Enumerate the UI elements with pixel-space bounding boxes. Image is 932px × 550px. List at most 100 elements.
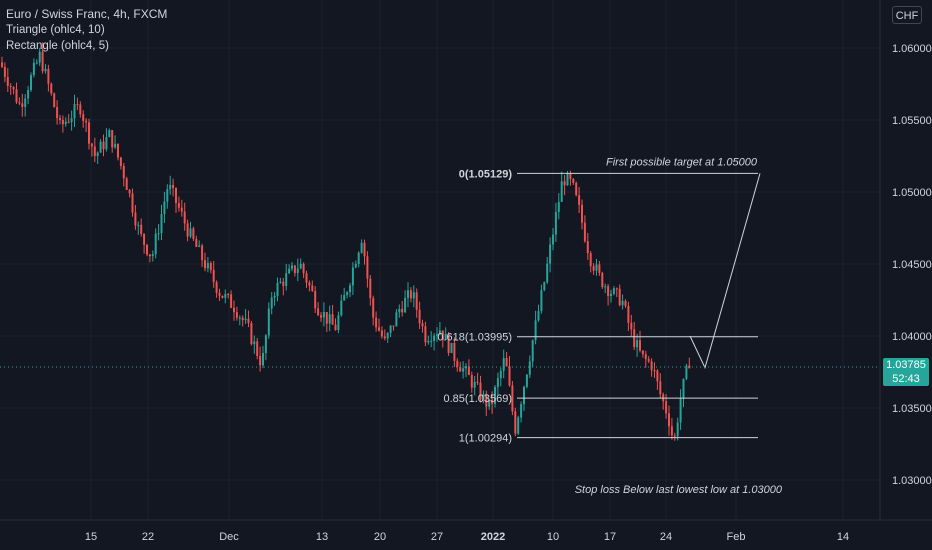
- candle-body: [50, 83, 53, 94]
- candle-body: [322, 311, 325, 318]
- candle-body: [233, 307, 235, 313]
- candle-body: [131, 193, 134, 213]
- candle-body: [195, 238, 198, 247]
- currency-badge[interactable]: CHF: [892, 6, 922, 24]
- candle-body: [73, 104, 76, 119]
- candle-body: [427, 340, 430, 343]
- chart-grid: [0, 0, 880, 520]
- candle-body: [531, 340, 534, 362]
- candle-body: [154, 233, 157, 255]
- candle-body: [262, 353, 264, 366]
- candle-body: [612, 288, 615, 294]
- candle-body: [201, 245, 204, 261]
- target-annotation: First possible target at 1.05000: [606, 156, 758, 168]
- candle-body: [325, 311, 328, 324]
- candle-body: [525, 374, 528, 387]
- candle-body: [250, 323, 253, 345]
- candle-body: [433, 335, 436, 341]
- candle-body: [349, 285, 351, 293]
- candle-body: [99, 141, 102, 153]
- time-tick-label: 15: [85, 531, 97, 543]
- time-axis[interactable]: 15 22 Dec 13 20 27 2022 10 17 24 Feb 14: [0, 519, 932, 543]
- candle-body: [363, 242, 366, 257]
- candle-body: [291, 265, 293, 269]
- candle-body: [218, 292, 221, 296]
- candle-body: [685, 365, 688, 379]
- candle-body: [354, 264, 357, 268]
- candle-body: [143, 233, 146, 245]
- candle-body: [85, 120, 88, 123]
- candle-body: [53, 93, 56, 108]
- candle-body: [430, 340, 433, 342]
- candle-body: [79, 104, 82, 115]
- candle-body: [517, 417, 520, 434]
- candle-body: [502, 358, 505, 371]
- bar-countdown: 52:43: [892, 372, 920, 385]
- candle-body: [679, 398, 682, 423]
- candle-body: [598, 264, 601, 273]
- price-tick-label: 1.06000: [892, 43, 932, 55]
- candle-body: [244, 318, 247, 321]
- candle-body: [436, 334, 438, 336]
- candle-body: [615, 288, 618, 290]
- candle-body: [198, 245, 201, 247]
- candle-body: [192, 228, 195, 239]
- candle-body: [404, 297, 407, 313]
- candle-body: [148, 254, 151, 257]
- candle-body: [560, 181, 563, 202]
- candle-body: [676, 422, 679, 437]
- indicator-triangle-label[interactable]: Triangle (ohlc4, 10): [6, 24, 105, 36]
- price-tick-label: 1.05000: [892, 187, 932, 199]
- last-price-tag: 1.03785 52:43: [883, 357, 929, 386]
- candle-body: [119, 157, 122, 166]
- candle-body: [505, 358, 508, 367]
- candle-body: [56, 107, 59, 119]
- candle-body: [673, 435, 676, 437]
- candle-body: [314, 290, 317, 309]
- candle-body: [688, 365, 691, 369]
- candle-body: [514, 411, 517, 434]
- candle-body: [369, 278, 372, 299]
- candle-body: [186, 223, 189, 237]
- candle-body: [346, 292, 349, 296]
- candle-body: [317, 308, 320, 316]
- candle-body: [267, 308, 270, 336]
- candle-body: [32, 62, 35, 76]
- candle-body: [282, 281, 285, 286]
- candle-body: [12, 86, 15, 90]
- candle-body: [343, 295, 346, 301]
- candle-body: [108, 130, 111, 138]
- candle-body: [665, 401, 668, 414]
- candle-body: [38, 51, 41, 63]
- candle-body: [172, 185, 175, 189]
- fib-retracement[interactable]: 0(1.05129) 0.618(1.03995) 0.85(1.03569) 1(1…: [437, 168, 758, 445]
- candle-body: [357, 252, 360, 265]
- candle-body: [641, 350, 644, 355]
- candle-body: [96, 152, 99, 157]
- candle-body: [180, 207, 183, 212]
- symbol-title[interactable]: Euro / Swiss Franc, 4h, FXCM: [6, 7, 168, 21]
- candle-body: [67, 121, 70, 123]
- candle-body: [183, 211, 186, 224]
- price-axis[interactable]: 1.06000 1.05500 1.05000 1.04500 1.04000 1.035…: [879, 0, 932, 520]
- candle-body: [227, 294, 230, 296]
- candle-body: [21, 103, 24, 107]
- candle-body: [285, 273, 288, 286]
- candle-body: [496, 378, 499, 388]
- candle-body: [523, 386, 525, 405]
- candle-body: [117, 143, 119, 158]
- indicator-rectangle-label[interactable]: Rectangle (ohlc4, 5): [6, 40, 109, 52]
- candle-body: [581, 204, 583, 223]
- candle-body: [209, 263, 212, 270]
- candle-body: [534, 320, 537, 341]
- candle-body: [633, 329, 636, 348]
- projection-path[interactable]: [689, 173, 761, 370]
- candle-body: [35, 62, 38, 64]
- chart-legend: Euro / Swiss Franc, 4h, FXCM Triangle (o…: [6, 6, 167, 54]
- candle-body: [372, 298, 375, 318]
- stop-annotation: Stop loss Below last lowest low at 1.030…: [575, 484, 783, 496]
- candle-body: [444, 333, 447, 340]
- projection-line[interactable]: [689, 173, 761, 370]
- candle-body: [604, 286, 607, 288]
